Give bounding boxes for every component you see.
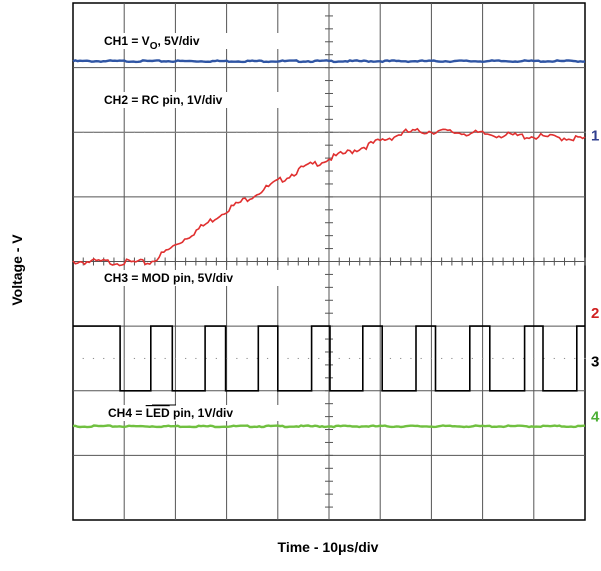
graticule	[72, 2, 586, 521]
x-axis-title: Time - 10μs/div	[278, 539, 379, 555]
ch4-annotation-bg	[104, 405, 294, 421]
channel-marker-2: 2	[591, 305, 599, 322]
y-axis-title: Voltage - V	[9, 234, 25, 306]
waveform-area	[72, 59, 586, 429]
trace-ch4	[72, 424, 586, 429]
channel-marker-3: 3	[591, 354, 599, 371]
ch1-annotation: CH1 = VO, 5V/div	[104, 34, 200, 52]
trace-ch3	[73, 325, 585, 392]
trace-ch2	[72, 127, 586, 267]
channel-markers: 1 2 3 4	[591, 127, 600, 425]
ch1-annotation-bg	[100, 33, 282, 49]
ch2-annotation: CH2 = RC pin, 1V/div	[104, 93, 223, 107]
ch3-annotation-bg	[100, 270, 286, 286]
channel-marker-4: 4	[591, 409, 600, 426]
channel-marker-1: 1	[591, 127, 599, 144]
channel-annotations: CH1 = VO, 5V/div CH2 = RC pin, 1V/div CH3 …	[100, 33, 294, 421]
trace-ch1	[72, 59, 586, 64]
ch4-annotation: CH4 = LED pin, 1V/div	[108, 406, 233, 420]
ch3-annotation: CH3 = MOD pin, 5V/div	[104, 271, 233, 285]
ch2-annotation-bg	[100, 92, 280, 108]
